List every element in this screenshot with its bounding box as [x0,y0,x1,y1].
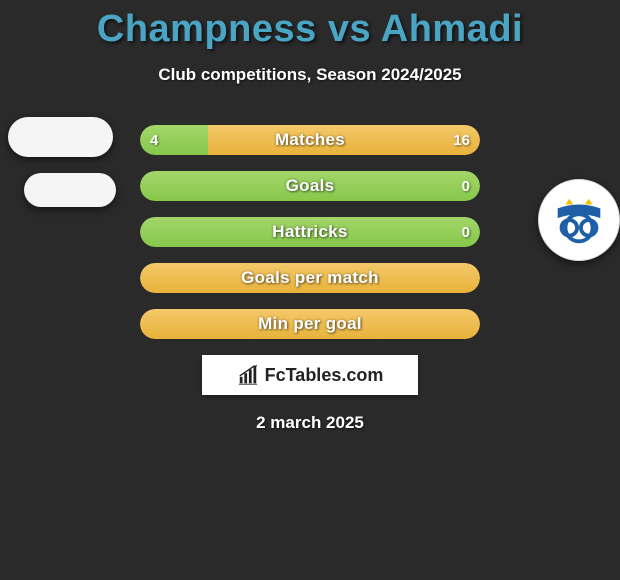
page-title: Champness vs Ahmadi [0,0,620,51]
bar-goals-per-match: Goals per match [140,263,480,293]
bar-value-right: 0 [462,217,470,247]
bar-matches: 4 Matches 16 [140,125,480,155]
brand-text: FcTables.com [265,365,384,386]
bar-label: Matches [140,125,480,155]
bar-min-per-goal: Min per goal [140,309,480,339]
bar-hattricks: Hattricks 0 [140,217,480,247]
bar-chart-icon [237,364,259,386]
player-left-badge-2 [24,173,116,207]
bar-value-right: 0 [462,171,470,201]
date-label: 2 march 2025 [0,413,620,433]
player-right-club-badge [538,179,620,261]
bar-label: Hattricks [140,217,480,247]
bar-value-right: 16 [453,125,470,155]
stat-bars: 4 Matches 16 Goals 0 Hattricks 0 Goals p… [140,125,480,339]
comparison-stage: 4 Matches 16 Goals 0 Hattricks 0 Goals p… [0,125,620,433]
subtitle: Club competitions, Season 2024/2025 [0,65,620,85]
bar-label: Goals [140,171,480,201]
bar-label: Goals per match [140,263,480,293]
esteghlal-crest-icon [548,189,610,251]
brand-box[interactable]: FcTables.com [202,355,418,395]
player-left-badge-1 [8,117,113,157]
bar-goals: Goals 0 [140,171,480,201]
bar-label: Min per goal [140,309,480,339]
